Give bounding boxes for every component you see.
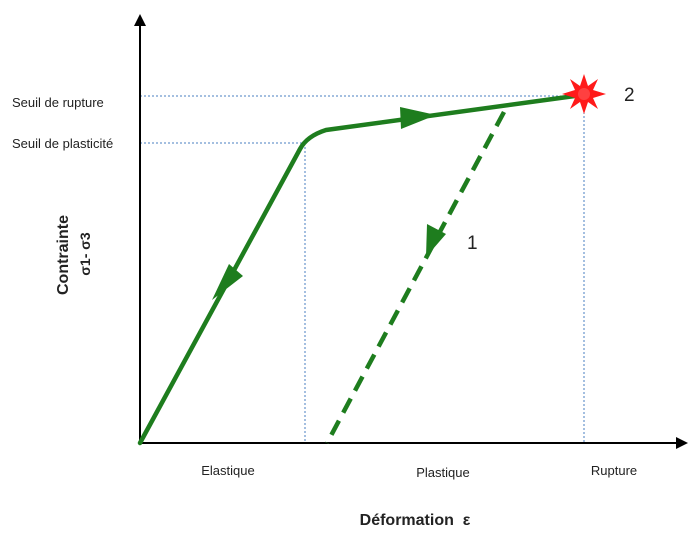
rupture-point-number: 2 [624, 85, 635, 106]
x-axis-title: Déformation ε [360, 512, 471, 529]
plastic-region-label: Plastique [416, 465, 469, 480]
burst-core [578, 88, 590, 100]
elastic-region-label: Elastique [201, 463, 254, 478]
rupture-threshold-label: Seuil de rupture [12, 95, 104, 110]
y-axis-subtitle: σ1- σ3 [77, 232, 93, 275]
guide-lines [140, 95, 585, 443]
rupture-region-label: Rupture [591, 463, 637, 478]
arrowhead-icon [400, 107, 436, 129]
y-axis-title: Contrainte [55, 215, 72, 295]
unloading-path [325, 110, 506, 445]
arrowhead-icon [426, 224, 446, 257]
plasticity-threshold-label: Seuil de plasticité [12, 136, 113, 151]
unloading-path-number: 1 [467, 233, 478, 254]
arrowhead-icon [212, 264, 243, 300]
loading-curve [137, 92, 585, 446]
